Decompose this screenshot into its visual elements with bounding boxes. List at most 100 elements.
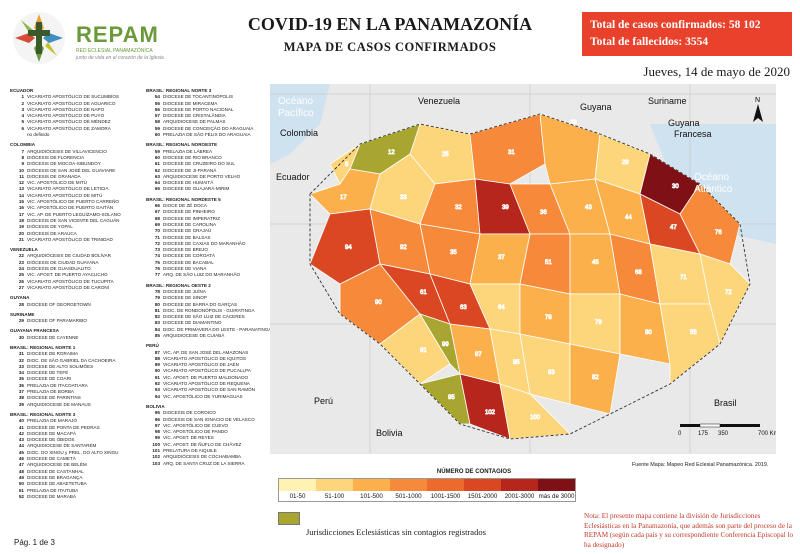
index-number: 5 — [21, 119, 24, 125]
index-item: 35 DIOCESE DE COARI — [10, 376, 140, 382]
index-header: ECUADOR — [10, 88, 34, 93]
index-number: 82 — [154, 314, 160, 320]
index-item: 73 DIOCESE DE BREJO — [146, 247, 264, 253]
region-number: 47 — [670, 225, 677, 231]
region-number: 63 — [460, 305, 467, 311]
index-item: 21 VICARIATO APOSTÓLICO DE TRINIDAD — [10, 237, 140, 243]
index-number: 84 — [154, 326, 160, 332]
legend-bin: 101-500 — [353, 479, 390, 501]
index-item: 12 VIC. APOSTÓLICO DE MITÚ — [10, 180, 140, 186]
index-number: 57 — [154, 113, 160, 119]
region-number: 43 — [585, 205, 592, 211]
page-number: Pág. 1 de 3 — [14, 538, 55, 547]
region-number: 30 — [672, 184, 679, 190]
index-item: 67 DIOCESE DE PINHEIRO — [146, 209, 264, 215]
index-number: 44 — [18, 443, 24, 449]
region-number: 35 — [450, 250, 457, 256]
index-item: 20 DIÓCESIS DE ARAUCA — [10, 231, 140, 237]
index-label: DIOCESE DE JI-PARANÁ — [163, 167, 217, 173]
logo-tagline: junto de vida en el corazón de la Iglesi… — [76, 55, 164, 61]
panamazonia-map: 25 31 28 29 30 12 8 17 33 32 39 36 43 44 47 76 94 92 35 37 5… — [270, 84, 776, 454]
index-item: 97 VIC. APOSTÓLICO DE CUEVO — [146, 423, 264, 429]
index-item: 4 VICARIATO APOSTÓLICO DE PUYO — [10, 113, 140, 119]
index-number: 90 — [154, 368, 160, 374]
region-number: 99 — [442, 342, 449, 348]
index-label: ARQUIDIOCESE DE MANAUS — [27, 401, 91, 407]
index-label: DIOCESE DE CAXIAS DO MARANHÃO — [163, 240, 246, 246]
index-label: PRELAZIA DE LÁBREA — [163, 148, 213, 154]
index-number: 18 — [18, 217, 24, 223]
index-number: 16 — [18, 205, 24, 211]
index-label: VIC. APOST. DE ÑUFLO DE CHÁVEZ — [163, 441, 242, 447]
index-label: DIOCESE DE CONCEIÇÃO DO ARAGUAIA — [163, 125, 254, 131]
index-item: 31 DIOCESE DE RORAIMA — [10, 351, 140, 357]
index-label: ARQ. DE SANTA CRUZ DE LA SIERRA — [163, 460, 245, 466]
index-item: 90 VICARIATO APOSTÓLICO DE PUCALLPA — [146, 368, 264, 374]
index-label: DIOCESE DE BARRA DO GARÇAS — [163, 301, 238, 307]
index-number: 52 — [18, 493, 24, 499]
index-label: VICARIATO APOSTÓLICO DE ZAMORA — [27, 125, 111, 131]
index-item: 30 DIOCESE DE CAYENNE — [10, 335, 140, 341]
index-number: 60 — [154, 154, 160, 160]
index-number: 62 — [154, 167, 160, 173]
region-number: 45 — [592, 260, 599, 266]
index-item: 88 VICARIATO APOSTÓLICO DE IQUITOS — [146, 356, 264, 362]
logo-sub-text: RED ECLESIAL PANAMAZÓNICA — [76, 48, 153, 54]
index-number: 47 — [18, 462, 24, 468]
index-label: DIOCESE OF GEORGETOWN — [27, 301, 91, 307]
region-number: 51 — [545, 260, 552, 266]
index-number: 40 — [18, 418, 24, 424]
index-item: 27 VICARIATO APOSTÓLICO DE CARONÍ — [10, 285, 140, 291]
index-label: ARQ. DE SÃO LUIZ DO MARANHÃO — [163, 272, 241, 278]
region-number: 64 — [498, 305, 505, 311]
index-item: 8 DIÓCESIS DE FLORENCIA — [10, 155, 140, 161]
region-number: 25 — [442, 152, 449, 158]
index-number: 12 — [18, 180, 24, 186]
index-item: 57 DIOCESE DE CRISTALÂNDIA — [146, 113, 264, 119]
index-number: 4 — [21, 113, 24, 119]
index-label: DIOCESE DE GUAJARÁ-MIRIM — [163, 186, 230, 192]
region-number: 83 — [548, 370, 555, 376]
index-number: 38 — [18, 395, 24, 401]
index-label: DIOCESE DE MIRACEMA — [163, 100, 218, 106]
index-number: 55 — [154, 100, 160, 106]
index-label: DIOC. DE SÃO GABRIEL DA CACHOEIRA — [27, 357, 116, 363]
index-number: 48 — [18, 468, 24, 474]
index-number: 72 — [154, 240, 160, 246]
index-label: PRELAZIA DE MARAJÓ — [27, 418, 78, 424]
repam-cross-icon — [13, 12, 65, 64]
index-number: 97 — [154, 422, 160, 428]
index-label: DIOCESE DE HUMAITÁ — [163, 180, 214, 186]
index-number: 1 — [21, 94, 24, 100]
index-label: DIOCESE DE COARI — [27, 376, 72, 382]
page-title: COVID-19 EN LA PANAMAZONÍA — [247, 14, 533, 34]
index-number: 37 — [18, 389, 24, 395]
legend-bin: más de 3000 — [538, 479, 575, 501]
index-number: 41 — [18, 424, 24, 430]
index-item: 98 VIC. APOSTÓLICO DE PANDO — [146, 429, 264, 435]
region-number: 55 — [690, 330, 697, 336]
index-number: 77 — [154, 272, 160, 278]
legend-swatch — [316, 479, 353, 491]
region-number: 94 — [345, 245, 352, 251]
index-number: 79 — [154, 295, 160, 301]
index-item: 3 VICARIATO APOSTÓLICO DE NAPO — [10, 107, 140, 113]
jurisdiction-index-col1: ECUADOR 1 VICARIATO APOSTÓLICO DE SUCUMBÍO… — [10, 84, 140, 500]
index-label: DIOCESE DE RIO BRANCO — [163, 154, 222, 160]
index-number: 21 — [18, 236, 24, 242]
index-label: ARQUIDIÓCESIS DE CIUDAD BOLÍVAR — [27, 253, 111, 259]
index-item: 58 ARQUIDIOCESE DE PALMAS — [146, 119, 264, 125]
legend-label: 1001-1500 — [430, 493, 461, 500]
index-header: BRASIL: REGIONAL OESTE 2 — [146, 282, 211, 288]
index-header: BOLIVIA — [146, 403, 165, 409]
index-label: DIOCESE DE CRUZEIRO DO SUL — [163, 161, 235, 167]
index-item: 38 DIOCESE DE PARINTINS — [10, 395, 140, 401]
index-item: no definido — [10, 132, 140, 138]
index-item: 34 DIOCESE DE TEFÉ — [10, 370, 140, 376]
index-item: 78 DIOCESE DE JUÍNA — [146, 289, 264, 295]
index-item: 15 VIC. APOSTÓLICO DE PUERTO CARREÑO — [10, 199, 140, 205]
index-label: DIÓCESIS DE SAN IGNACIO DE VELASCO — [163, 416, 255, 422]
index-item: 41 DIOCESE DE PONTA DE PEDRAS — [10, 425, 140, 431]
index-item: 55 DIOCESE DE MIRACEMA — [146, 101, 264, 107]
index-label: DIOC. DE PRIMAVERA DO LESTE - PARANATING… — [163, 326, 272, 332]
